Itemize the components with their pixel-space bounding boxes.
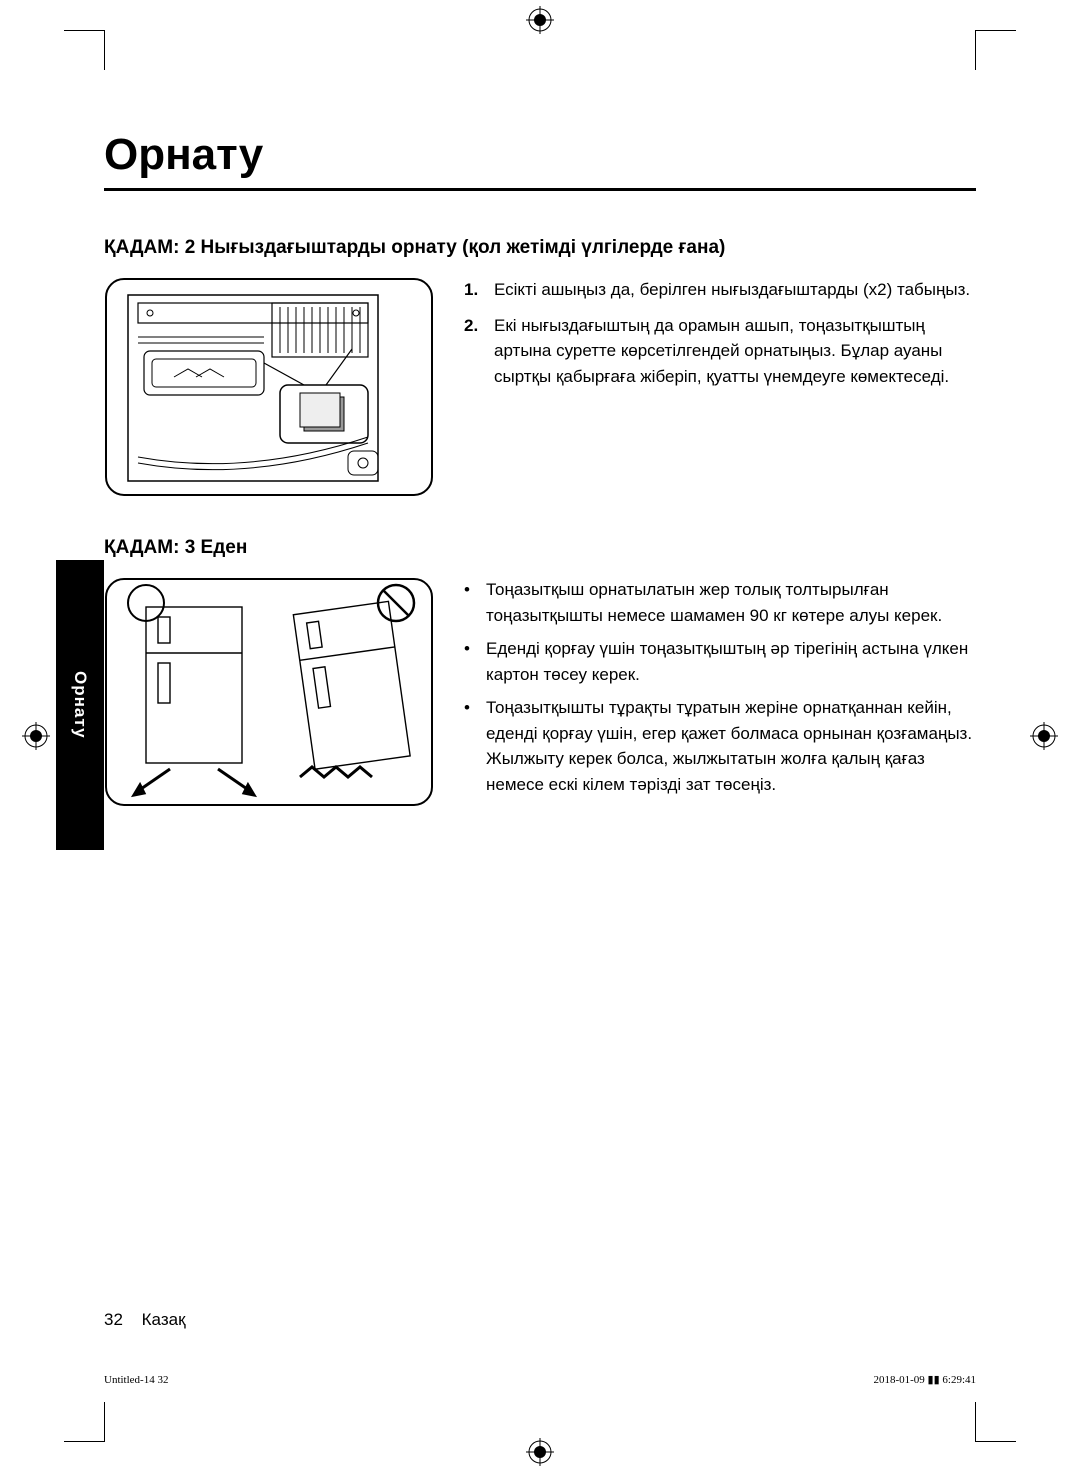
step2-block: 1. Есікті ашыңыз да, берілген нығыздағыш…	[104, 277, 976, 497]
bullet-icon: •	[464, 636, 474, 687]
item-text: Тоңазытқышты тұрақты тұратын жеріне орна…	[486, 695, 976, 797]
list-item: • Тоңазытқышты тұрақты тұратын жеріне ор…	[464, 695, 976, 797]
crop-mark	[64, 1441, 104, 1442]
page-number: 32	[104, 1310, 123, 1329]
crop-mark	[104, 30, 105, 70]
item-text: Есікті ашыңыз да, берілген нығыздағыштар…	[494, 277, 970, 303]
crop-mark	[976, 1441, 1016, 1442]
crop-mark	[64, 30, 104, 31]
side-tab: Орнату	[56, 560, 104, 850]
step3-figure	[104, 577, 434, 807]
bullet-icon: •	[464, 695, 474, 797]
item-text: Еденді қорғау үшін тоңазытқыштың әр тіре…	[486, 636, 976, 687]
step2-heading: ҚАДАМ: 2 Нығыздағыштарды орнату (қол жет…	[104, 237, 976, 259]
step3-heading: ҚАДАМ: 3 Еден	[104, 537, 976, 559]
list-item: 2. Екі нығыздағыштың да орамын ашып, тоң…	[464, 313, 976, 390]
item-number: 1.	[464, 277, 484, 303]
step3-block: • Тоңазытқыш орнатылатын жер толық толты…	[104, 577, 976, 807]
page-title: Орнату	[104, 130, 976, 191]
step2-figure	[104, 277, 434, 497]
imprint-right: 2018-01-09 ▮▮ 6:29:41	[873, 1373, 976, 1386]
registration-mark-icon	[526, 1438, 554, 1466]
crop-mark	[104, 1402, 105, 1442]
crop-mark	[975, 1402, 976, 1442]
crop-mark	[976, 30, 1016, 31]
page-language: Казақ	[142, 1310, 186, 1329]
bullet-icon: •	[464, 577, 474, 628]
item-text: Екі нығыздағыштың да орамын ашып, тоңазы…	[494, 313, 976, 390]
page-footer: 32 Казақ	[104, 1310, 186, 1330]
page-content: Орнату Орнату ҚАДАМ: 2 Нығыздағыштарды о…	[104, 70, 976, 1402]
item-text: Тоңазытқыш орнатылатын жер толық толтыры…	[486, 577, 976, 628]
step3-text: • Тоңазытқыш орнатылатын жер толық толты…	[464, 577, 976, 807]
list-item: • Еденді қорғау үшін тоңазытқыштың әр ті…	[464, 636, 976, 687]
step2-text: 1. Есікті ашыңыз да, берілген нығыздағыш…	[464, 277, 976, 497]
list-item: 1. Есікті ашыңыз да, берілген нығыздағыш…	[464, 277, 976, 303]
crop-mark	[975, 30, 976, 70]
registration-mark-icon	[526, 6, 554, 34]
side-tab-label: Орнату	[70, 671, 90, 739]
list-item: • Тоңазытқыш орнатылатын жер толық толты…	[464, 577, 976, 628]
registration-mark-icon	[1030, 722, 1058, 750]
registration-mark-icon	[22, 722, 50, 750]
item-number: 2.	[464, 313, 484, 390]
imprint-left: Untitled-14 32	[104, 1374, 168, 1386]
